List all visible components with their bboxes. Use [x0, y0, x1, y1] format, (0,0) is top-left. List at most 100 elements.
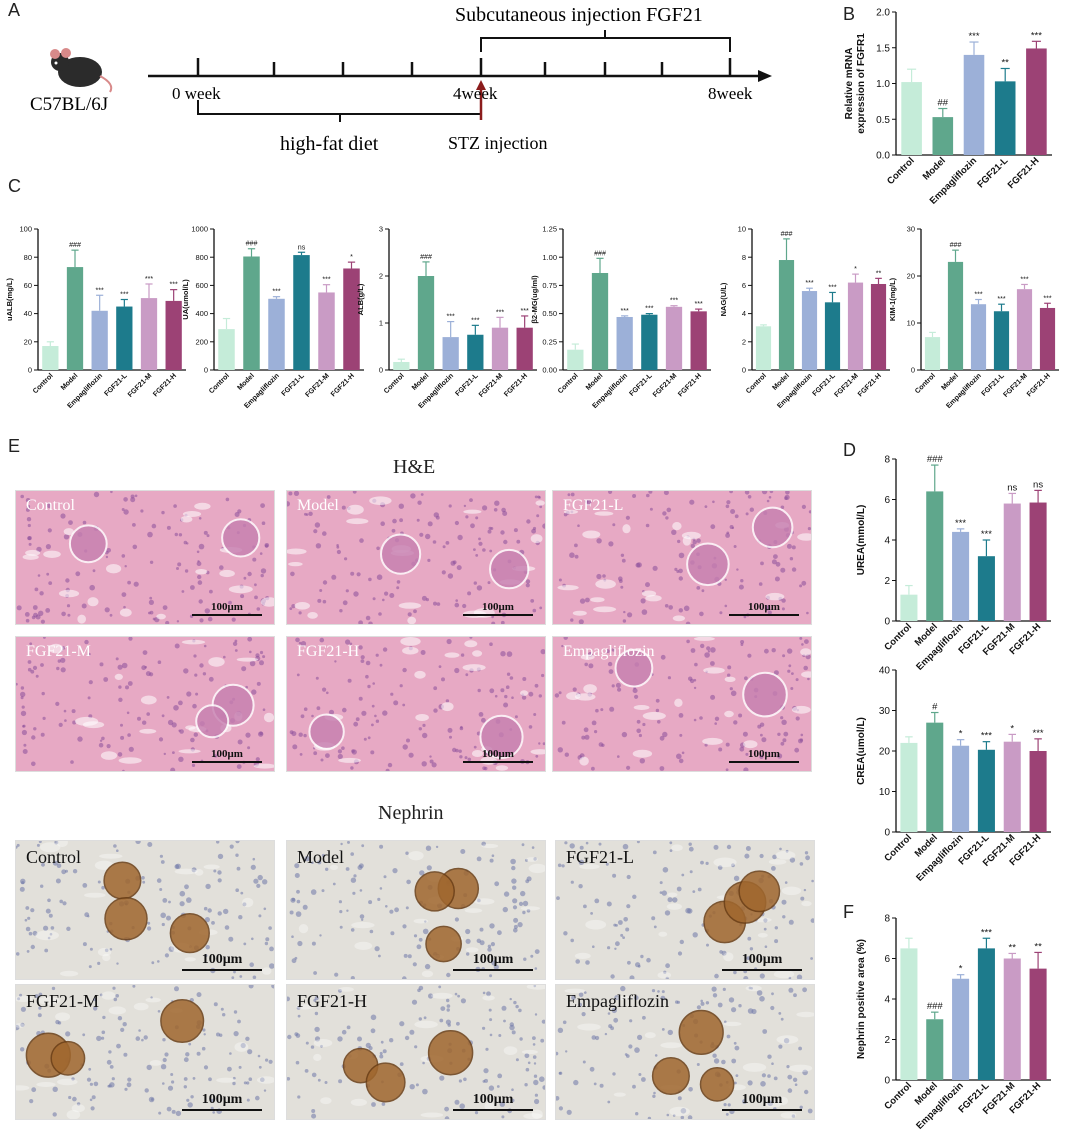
bar — [1003, 741, 1021, 832]
significance-label: *** — [471, 316, 480, 324]
significance-label: ## — [938, 98, 949, 109]
he-texture — [554, 637, 811, 771]
bar — [268, 298, 285, 370]
significance-label: *** — [981, 731, 992, 742]
bar — [900, 594, 918, 621]
y-tick-label: 20 — [879, 747, 891, 758]
y-tick-label: 4 — [884, 995, 890, 1006]
scale-bar-label: 100μm — [482, 748, 514, 760]
he-tile-label: FGF21-M — [26, 643, 91, 660]
significance-label: * — [854, 265, 857, 273]
nephrin-tile: FGF21-H 100μm — [286, 984, 546, 1120]
y-tick-label: 40 — [24, 309, 32, 318]
nephrin-texture — [287, 985, 545, 1119]
he-tile-label: Control — [26, 497, 75, 514]
he-tile-label: FGF21-L — [563, 497, 624, 514]
scale-bar: 100μm — [722, 952, 802, 971]
scale-bar: 100μm — [192, 601, 262, 616]
he-texture — [557, 491, 811, 624]
significance-label: ns — [298, 243, 306, 251]
significance-label: ** — [1001, 57, 1009, 68]
significance-label: ### — [950, 241, 962, 249]
y-axis-label: NAG(U/L) — [719, 282, 728, 316]
x-tick-label: FGF21-H — [151, 372, 178, 399]
significance-label: * — [959, 729, 963, 740]
scale-bar: 100μm — [453, 952, 533, 971]
scale-bar: 100μm — [182, 952, 262, 971]
scale-bar-line — [453, 969, 533, 971]
y-tick-label: 0.25 — [542, 337, 557, 346]
bar — [66, 267, 84, 370]
bar — [824, 302, 841, 370]
bar — [900, 948, 918, 1080]
y-tick-label: 4 — [884, 536, 890, 547]
scale-bar-line — [729, 614, 799, 616]
y-tick-label: 80 — [24, 253, 32, 262]
x-tick-label: Model — [410, 372, 430, 392]
y-tick-label: 4 — [742, 309, 746, 318]
he-texture — [16, 637, 274, 771]
significance-label: ### — [594, 249, 606, 257]
y-tick-label: 2.0 — [876, 8, 890, 19]
x-tick-label: Control — [31, 372, 55, 396]
panel-label-a: A — [8, 0, 21, 20]
week8-label: 8week — [708, 84, 753, 103]
significance-label: ns — [1033, 479, 1043, 490]
significance-label: ### — [781, 230, 793, 238]
panel-label-b: B — [843, 4, 856, 24]
bar — [91, 310, 108, 370]
bar — [243, 256, 260, 370]
y-tick-label: 2 — [742, 337, 746, 346]
nephrin-tile: FGF21-L 100μm — [555, 840, 815, 980]
scale-bar: 100μm — [729, 601, 799, 616]
scale-bar-label: 100μm — [472, 952, 514, 967]
significance-label: *** — [621, 307, 630, 315]
significance-label: *** — [145, 275, 154, 283]
y-tick-label: 60 — [24, 281, 32, 290]
y-tick-label: 0 — [379, 366, 383, 375]
significance-label: ### — [927, 454, 944, 465]
significance-label: * — [959, 964, 963, 975]
nephrin-texture — [556, 985, 814, 1119]
scale-bar-line — [192, 761, 262, 763]
bar — [952, 531, 970, 621]
x-tick-label: Model — [584, 372, 604, 392]
chart-c1: 0 20 40 60 80 100 uALB(mg/L) Control ### Model ***… — [5, 225, 186, 410]
nephrin-tile-label: Control — [26, 847, 82, 867]
y-tick-label: 40 — [879, 666, 891, 677]
bar — [491, 327, 509, 370]
bar — [1003, 503, 1021, 621]
x-tick-label: FGF21-H — [856, 372, 883, 399]
bar — [1029, 751, 1047, 832]
y-tick-label: 6 — [884, 495, 890, 506]
bar — [442, 337, 459, 370]
y-axis-label: CREA(umol/L) — [856, 717, 867, 785]
stz-label: STZ injection — [448, 133, 548, 153]
bar — [690, 311, 707, 370]
scale-bar: 100μm — [192, 748, 262, 763]
nephrin-tile: Empagliflozin 100μm — [555, 984, 815, 1120]
y-tick-label: 2 — [884, 1035, 890, 1046]
scale-bar-label: 100μm — [211, 748, 243, 760]
x-tick-label: Control — [913, 372, 937, 396]
chart-c4: 0.00 0.25 0.50 0.75 1.00 1.25 β2-MG(ug/ml) Cont… — [530, 225, 711, 410]
y-axis-label: KIM-1(mg/L) — [888, 277, 897, 321]
bar — [994, 81, 1016, 155]
bar — [218, 329, 235, 370]
y-axis-label: Relative mRNA — [844, 48, 855, 120]
bar — [567, 349, 584, 370]
bar — [591, 272, 609, 370]
chart-c3: 0123ALB(g/L)Control###Model***Empagliflo… — [356, 225, 537, 410]
bar — [952, 978, 970, 1080]
bar — [1039, 307, 1056, 370]
he-tile-label: Empagliflozin — [563, 643, 655, 660]
nephrin-texture — [16, 841, 274, 979]
scale-bar-label: 100μm — [748, 748, 780, 760]
timeline-graphic — [50, 30, 772, 122]
nephrin-tile: Model 100μm — [286, 840, 546, 980]
significance-label: *** — [120, 291, 129, 299]
x-tick-label: FGF21-L — [975, 155, 1010, 190]
x-tick-label: Control — [744, 372, 768, 396]
